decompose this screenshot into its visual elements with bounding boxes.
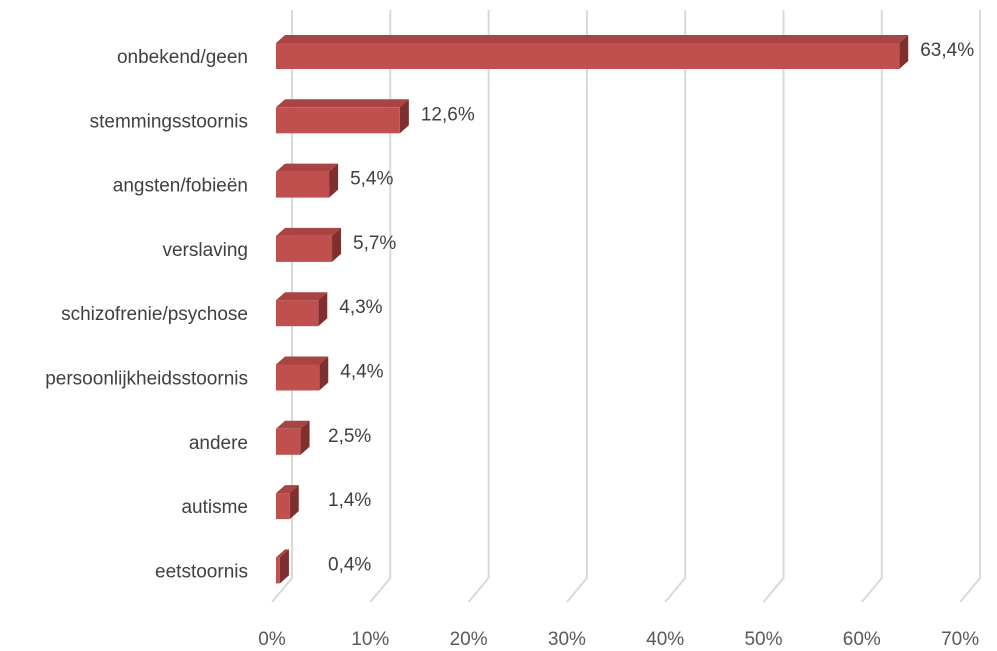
bars xyxy=(276,35,909,584)
bar-side-face xyxy=(279,549,289,584)
gridline xyxy=(271,10,293,603)
bar-front-face xyxy=(276,300,319,327)
bar-front-face xyxy=(276,235,333,262)
gridlines xyxy=(271,10,982,603)
bar-front-face xyxy=(276,43,900,69)
bar-top-face xyxy=(276,420,310,429)
category-label: autisme xyxy=(181,497,248,518)
bar xyxy=(276,420,310,455)
gridline xyxy=(762,10,785,603)
bar-front-face xyxy=(276,557,280,584)
bar-top-face xyxy=(276,35,909,43)
category-label: onbekend/geen xyxy=(117,47,248,68)
category-label: schizofrenie/psychose xyxy=(61,304,248,325)
x-tick-label: 70% xyxy=(941,629,979,650)
bar xyxy=(276,549,289,584)
bar-top-face xyxy=(276,549,289,558)
x-tick-label: 60% xyxy=(843,629,881,650)
bar xyxy=(276,356,329,391)
data-label: 2,5% xyxy=(328,426,371,447)
bar-front-face xyxy=(276,171,330,198)
category-label: stemmingsstoornis xyxy=(90,111,248,132)
data-label: 4,4% xyxy=(340,362,383,383)
category-label: angsten/fobieën xyxy=(113,176,248,197)
bar xyxy=(276,292,328,327)
bar-side-face xyxy=(319,356,329,391)
bar-side-face xyxy=(329,163,339,198)
x-tick-label: 30% xyxy=(548,629,586,650)
data-label: 63,4% xyxy=(920,40,974,61)
data-label: 1,4% xyxy=(328,490,371,511)
gridline xyxy=(959,10,982,603)
gridline xyxy=(566,10,588,603)
x-tick-label: 0% xyxy=(258,629,286,650)
bar-side-face xyxy=(318,292,328,327)
bar-top-face xyxy=(276,99,409,108)
x-tick-label: 10% xyxy=(351,629,389,650)
category-label: eetstoornis xyxy=(155,561,248,582)
data-label: 4,3% xyxy=(339,297,382,318)
x-tick-label: 40% xyxy=(646,629,684,650)
bar-front-face xyxy=(276,493,290,520)
category-label: andere xyxy=(189,433,248,454)
data-label: 5,4% xyxy=(350,169,393,190)
x-axis-ticks: 0% 10% 20% 30% 40% 50% 60% 70% xyxy=(258,629,979,650)
bar xyxy=(276,163,339,198)
bar xyxy=(276,99,409,134)
category-labels: onbekend/geen stemmingsstoornis angsten/fo… xyxy=(45,47,248,582)
gridline xyxy=(467,10,490,603)
bar-top-face xyxy=(276,485,299,494)
data-labels: 63,4% 12,6% 5,4% 5,7% 4,3% 4,4% 2,5% 1,4% 0,4% xyxy=(328,40,974,575)
x-tick-label: 20% xyxy=(450,629,488,650)
bar-side-face xyxy=(332,227,342,262)
bar-front-face xyxy=(276,364,320,391)
gridline xyxy=(369,10,392,603)
bar xyxy=(276,227,342,262)
bar-front-face xyxy=(276,428,301,455)
category-label: verslaving xyxy=(162,240,248,261)
bar-side-face xyxy=(899,35,909,69)
data-label: 0,4% xyxy=(328,554,371,575)
bar-side-face xyxy=(300,420,310,455)
category-label: persoonlijkheidsstoornis xyxy=(45,369,248,390)
bar-top-face xyxy=(276,163,339,172)
bar-side-face xyxy=(289,485,299,520)
gridline xyxy=(861,10,883,603)
bar-top-face xyxy=(276,292,328,301)
bar xyxy=(276,35,909,69)
bar-front-face xyxy=(276,107,400,134)
gridline xyxy=(664,10,687,603)
x-tick-label: 50% xyxy=(744,629,782,650)
data-label: 12,6% xyxy=(421,104,475,125)
bar-top-face xyxy=(276,227,342,236)
bar xyxy=(276,485,299,520)
data-label: 5,7% xyxy=(353,233,396,254)
bar-side-face xyxy=(399,99,409,134)
bar-top-face xyxy=(276,356,329,365)
